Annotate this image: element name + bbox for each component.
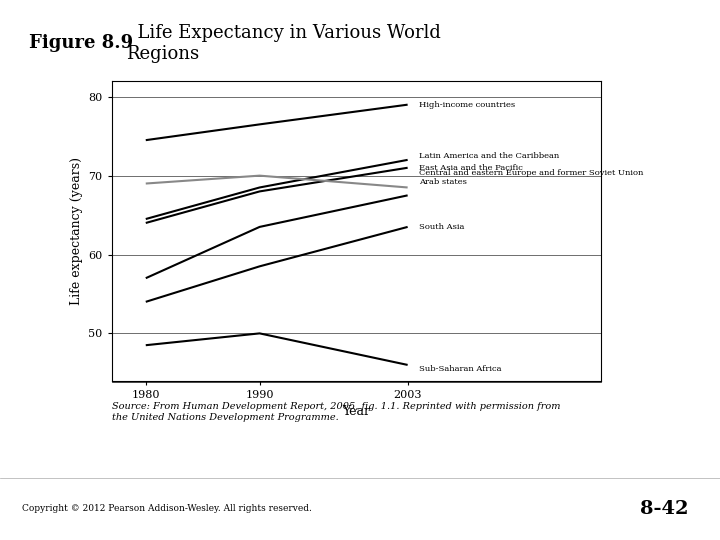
Text: Latin America and the Caribbean: Latin America and the Caribbean [419,152,559,160]
Text: East Asia and the Pacific: East Asia and the Pacific [419,164,523,172]
Text: Central and eastern Europe and former Soviet Union
Arab states: Central and eastern Europe and former So… [419,168,644,186]
X-axis label: Year: Year [343,406,370,419]
Text: Life Expectancy in Various World
Regions: Life Expectancy in Various World Regions [126,24,441,63]
Text: Source: From Human Development Report, 2005, fig. 1.1. Reprinted with permission: Source: From Human Development Report, 2… [112,402,560,422]
Text: High-income countries: High-income countries [419,100,515,109]
Text: 8-42: 8-42 [640,500,688,518]
Text: Figure 8.9: Figure 8.9 [29,34,133,52]
Text: Copyright © 2012 Pearson Addison-Wesley. All rights reserved.: Copyright © 2012 Pearson Addison-Wesley.… [22,504,312,513]
Y-axis label: Life expectancy (years): Life expectancy (years) [70,157,83,305]
Text: South Asia: South Asia [419,223,464,231]
Text: Sub-Saharan Africa: Sub-Saharan Africa [419,365,502,373]
